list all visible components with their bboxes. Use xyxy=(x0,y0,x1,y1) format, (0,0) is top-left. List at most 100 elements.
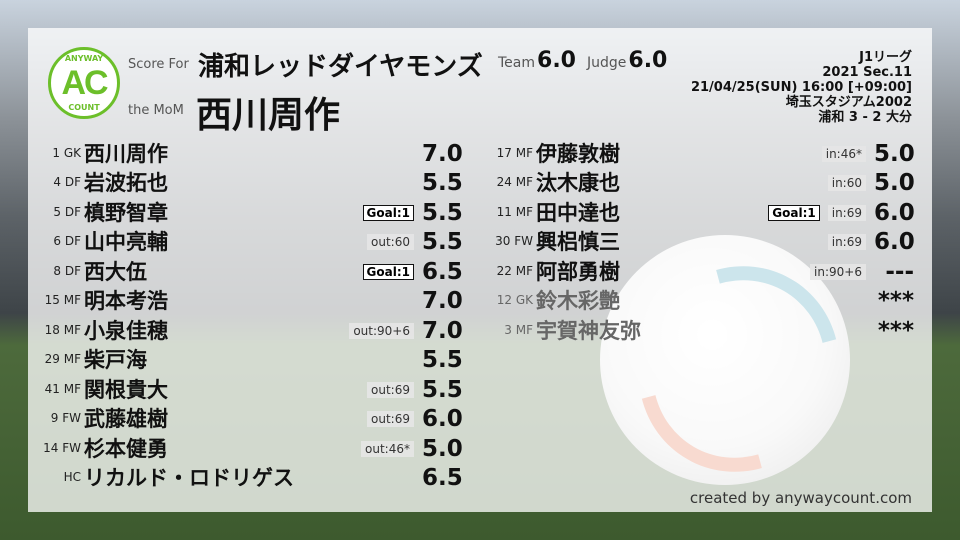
player-row: 15 MF 明本考浩 xyxy=(28,286,168,315)
result: 浦和 3 - 2 大分 xyxy=(818,110,912,125)
player-row: 8 DF 西大伍 xyxy=(28,256,147,285)
player-score: 5.5 xyxy=(422,170,463,196)
player-row: 9 FW 武藤雄樹 xyxy=(28,404,168,433)
player-position: 29 MF xyxy=(44,352,81,366)
player-rating: in:46* 5.0 xyxy=(821,139,915,168)
player-name: 岩波拓也 xyxy=(84,171,168,195)
player-row: 11 MF 田中達也 xyxy=(480,197,620,226)
substitution-tag: out:90+6 xyxy=(349,322,414,339)
player-name: リカルド・ロドリゲス xyxy=(84,466,294,490)
player-score: 6.0 xyxy=(422,406,463,432)
substitution-tag: out:69 xyxy=(367,381,414,398)
anywaycount-logo: ANYWAY AC COUNT xyxy=(48,47,120,119)
stadium: 埼玉スタジアム2002 xyxy=(785,95,912,110)
player-rating: out:60 5.5 xyxy=(367,228,463,257)
player-rating: Goal:1 in:69 6.0 xyxy=(768,198,915,227)
substitution-tag: in:90+6 xyxy=(810,263,866,280)
player-position: 1 GK xyxy=(52,145,81,160)
player-score: 6.0 xyxy=(874,229,915,255)
player-rating: 5.5 xyxy=(422,169,463,198)
player-name: 明本考浩 xyxy=(84,289,168,313)
logo-bottom-text: COUNT xyxy=(68,103,100,112)
player-row: 29 MF 柴戸海 xyxy=(28,345,147,374)
player-score: 5.5 xyxy=(422,199,463,226)
credit: created by anywaycount.com xyxy=(689,489,912,507)
player-score: 6.5 xyxy=(422,258,463,285)
player-name: 槙野智章 xyxy=(84,200,168,225)
player-position: 22 MF xyxy=(496,263,533,278)
substitution-tag: out:60 xyxy=(367,234,414,250)
player-rating: Goal:1 6.5 xyxy=(362,257,463,286)
player-row: 5 DF 槙野智章 xyxy=(28,197,168,226)
player-position: 17 MF xyxy=(496,145,533,160)
goal-badge: Goal:1 xyxy=(362,263,414,280)
player-name: 伊藤敦樹 xyxy=(536,141,620,166)
player-name: 杉本健勇 xyxy=(84,436,168,461)
section: 2021 Sec.11 xyxy=(822,65,912,80)
player-row: 1 GK 西川周作 xyxy=(28,138,168,167)
player-score: 5.5 xyxy=(422,229,463,255)
player-score: *** xyxy=(877,317,914,344)
match-info: J1リーグ 2021 Sec.11 21/04/25(SUN) 16:00 [+… xyxy=(691,50,912,125)
player-name: 興梠慎三 xyxy=(536,230,620,254)
player-row: 18 MF 小泉佳穂 xyxy=(28,315,168,344)
player-score: 5.0 xyxy=(874,140,915,167)
player-name: 関根貴大 xyxy=(84,377,168,402)
judge-score-label: Judge xyxy=(587,55,627,71)
player-rating: *** xyxy=(874,287,914,316)
player-name: 阿部勇樹 xyxy=(536,259,620,284)
player-name: 山中亮輔 xyxy=(84,230,168,254)
player-position: 3 MF xyxy=(504,322,533,337)
player-position: 12 GK xyxy=(496,293,533,307)
player-name: 田中達也 xyxy=(536,200,620,225)
player-name: 小泉佳穂 xyxy=(84,318,168,343)
player-row: 17 MF 伊藤敦樹 xyxy=(480,138,620,167)
player-rating: out:46* 5.0 xyxy=(361,434,463,463)
player-name: 武藤雄樹 xyxy=(84,407,168,431)
goal-badge: Goal:1 xyxy=(362,204,414,221)
player-name: 汰木康也 xyxy=(536,171,620,195)
player-score: 7.0 xyxy=(422,140,463,167)
player-rating: out:69 6.0 xyxy=(367,405,463,434)
datetime: 21/04/25(SUN) 16:00 [+09:00] xyxy=(690,80,912,95)
score-panel xyxy=(28,28,932,512)
score-for-label: Score For xyxy=(128,57,189,72)
player-position: 4 DF xyxy=(53,175,81,189)
player-rating: out:90+6 7.0 xyxy=(349,316,463,345)
player-score: 7.0 xyxy=(422,317,463,344)
player-score: 5.5 xyxy=(422,376,463,403)
player-row: 4 DF 岩波拓也 xyxy=(28,168,168,197)
player-rating: in:60 5.0 xyxy=(827,169,915,198)
player-position: 9 FW xyxy=(50,411,81,425)
player-rating: *** xyxy=(874,316,914,345)
mom-label: the MoM xyxy=(128,103,184,118)
player-row: HC リカルド・ロドリゲス xyxy=(28,463,294,492)
team-name: 浦和レッドダイヤモンズ xyxy=(198,52,483,82)
team-score-label: Team xyxy=(498,55,536,71)
player-position: 15 MF xyxy=(44,293,81,307)
player-rating: 7.0 xyxy=(422,287,463,316)
logo-center-text: AC xyxy=(61,63,108,102)
player-position: 6 DF xyxy=(53,234,81,248)
player-position: 24 MF xyxy=(496,175,533,189)
league: J1リーグ xyxy=(859,50,912,65)
player-score: 6.5 xyxy=(422,465,463,491)
substitution-tag: in:69 xyxy=(827,234,866,250)
goal-badge: Goal:1 xyxy=(768,204,820,221)
player-name: 西大伍 xyxy=(84,259,147,284)
player-position: 8 DF xyxy=(53,263,81,278)
player-row: 6 DF 山中亮輔 xyxy=(28,227,168,256)
player-position: 18 MF xyxy=(44,322,81,337)
player-rating: in:90+6 --- xyxy=(810,257,914,286)
judge-score-value: 6.0 xyxy=(628,48,668,73)
mom-player: 西川周作 xyxy=(196,95,341,136)
player-score: 5.0 xyxy=(874,170,915,196)
player-rating: 7.0 xyxy=(422,139,463,168)
player-name: 柴戸海 xyxy=(84,348,147,372)
player-row: 30 FW 興梠慎三 xyxy=(480,227,620,256)
substitution-tag: in:46* xyxy=(821,145,866,162)
player-row: 22 MF 阿部勇樹 xyxy=(480,256,620,285)
logo-top-text: ANYWAY xyxy=(64,54,104,63)
player-score: 6.0 xyxy=(874,199,915,226)
player-rating: out:69 5.5 xyxy=(367,375,463,404)
